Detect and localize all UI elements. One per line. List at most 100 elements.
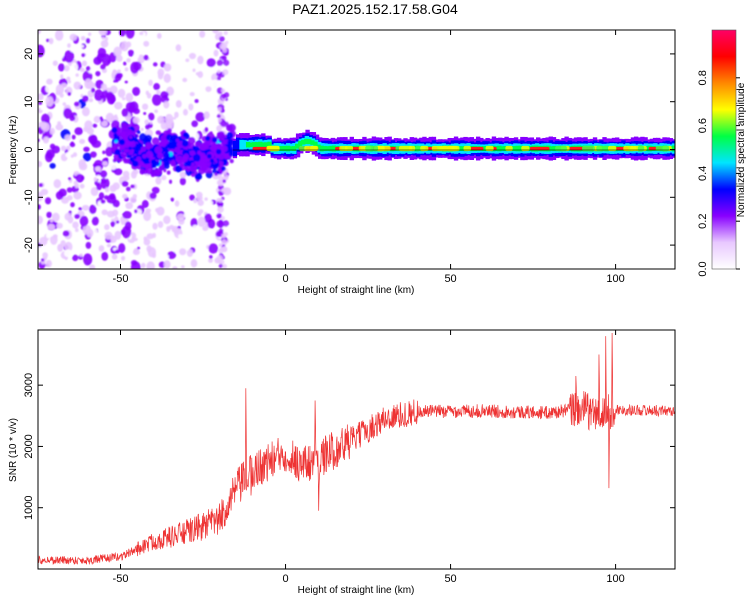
spectrogram-noise-blob — [102, 150, 106, 155]
spectrogram-band-blob — [206, 153, 212, 159]
spectrogram-noise-blob — [65, 152, 71, 158]
spectrogram-band-blob — [179, 163, 184, 168]
spectrogram-noise-blob — [160, 228, 166, 233]
spectrogram-band-strip — [294, 143, 300, 149]
spectrogram-noise-blob — [205, 228, 213, 238]
spectrogram-noise-blob — [188, 103, 194, 111]
snr-ticks: -50 0 50 100 1000 2000 3000 — [23, 330, 675, 585]
spectrogram-noise-blob — [38, 44, 45, 58]
spectrogram-noise-blob — [185, 58, 190, 63]
spectrogram-band-blob — [168, 139, 174, 145]
spectrogram-band-blob — [145, 150, 154, 159]
spectrogram-noise-blob — [58, 188, 67, 197]
spectrogram-noise-blob — [67, 215, 74, 224]
spectrogram-noise-blob — [111, 253, 118, 260]
spectrogram-noise-blob — [157, 72, 164, 80]
spectrogram-noise-blob — [82, 204, 90, 211]
spectrogram-noise-blob — [130, 61, 139, 74]
spectrogram-band-strip — [285, 145, 291, 152]
spectrogram-noise-blob — [151, 94, 162, 106]
spectrogram-stripe-blob — [217, 69, 221, 74]
spectrogram-band-strip — [261, 142, 266, 148]
spectrogram-noise-blob — [188, 52, 197, 60]
spectrogram-noise-blob — [208, 243, 219, 254]
snr-plot-area — [38, 330, 675, 569]
spectrogram-noise-blob — [46, 211, 52, 219]
spectrogram-noise-blob — [191, 224, 199, 233]
spectrogram-noise-blob — [178, 217, 185, 225]
spectrogram-noise-blob — [132, 249, 140, 256]
spectrogram-noise-blob — [42, 136, 50, 144]
spectrogram-noise-blob — [46, 149, 55, 159]
spectrogram-band-blob — [120, 131, 127, 138]
spectrogram-band-strip — [279, 146, 284, 152]
spectrogram-noise-blob — [38, 183, 43, 188]
spectrogram-accent — [463, 145, 471, 152]
spectrogram-noise-blob — [132, 86, 141, 97]
spectrogram-band-blob — [216, 170, 220, 174]
spectrogram-noise-blob — [57, 121, 62, 126]
spectrogram-noise-blob — [156, 90, 161, 95]
spectrogram-band-blob — [205, 135, 211, 142]
spectrogram-stripe-blob — [217, 214, 222, 219]
spectrogram-accent — [339, 145, 348, 152]
spectrogram-noise-blob — [63, 65, 70, 72]
spectrogram-noise-blob — [183, 47, 191, 54]
spectrogram-noise-blob — [66, 76, 71, 82]
spectrogram-noise-blob — [70, 243, 79, 251]
spectrogram-noise-blob — [120, 51, 128, 59]
spectrogram-noise-blob — [209, 131, 213, 134]
spectrogram-noise-blob — [64, 134, 72, 141]
spectrogram-band-blob — [150, 159, 157, 165]
spectrogram-noise-blob — [74, 228, 79, 233]
spectrogram-noise-blob — [97, 228, 102, 233]
spectrogram-noise-blob — [204, 197, 208, 201]
spectrogram-noise-blob — [114, 249, 120, 254]
spectrogram-accent — [398, 145, 413, 152]
spectrogram-noise-blob — [88, 69, 94, 74]
spectrogram-band-strip — [298, 140, 303, 147]
spectrogram-noise-blob — [38, 93, 44, 101]
spectrogram-ytick-label: 0 — [23, 146, 35, 152]
spectrogram-noise-blob — [116, 220, 120, 224]
spectrogram-band-strip — [331, 145, 337, 152]
spectrogram-noise-blob — [134, 209, 138, 214]
spectrogram-noise-blob — [60, 74, 64, 79]
spectrogram-noise-blob — [52, 212, 60, 222]
spectrogram-noise-blob — [121, 108, 129, 117]
spectrogram-noise-blob — [66, 187, 73, 193]
colorbar-tick-label: 0.6 — [697, 118, 709, 133]
spectrogram-stripe-blob — [223, 59, 230, 66]
spectrogram-accent — [637, 145, 645, 152]
spectrogram-noise-blob — [89, 204, 97, 215]
spectrogram-noise-blob — [40, 188, 49, 196]
spectrogram-noise-blob — [197, 199, 204, 206]
snr-panel: -50 0 50 100 1000 2000 3000 Height of straight… — [8, 329, 676, 596]
spectrogram-noise-blob — [203, 111, 210, 119]
spectrogram-noise-blob — [78, 207, 83, 211]
spectrogram-noise-blob — [38, 215, 43, 225]
spectrogram-stripe-blob — [222, 263, 227, 269]
spectrogram-stripe-blob — [217, 31, 223, 37]
spectrogram-stripe-blob — [218, 198, 223, 203]
spectrogram-noise-blob — [163, 254, 170, 260]
spectrogram-noise-blob — [163, 200, 171, 209]
spectrogram-noise-blob — [143, 210, 152, 222]
spectrogram-noise-blob — [169, 179, 173, 184]
spectrogram-band-strip — [325, 146, 330, 151]
spectrogram-noise-blob — [68, 177, 72, 181]
spectrogram-noise-blob — [62, 230, 70, 237]
spectrogram-noise-blob — [124, 80, 128, 84]
spectrogram-noise-blob — [166, 226, 171, 232]
spectrogram-noise-blob — [155, 176, 162, 185]
spectrogram-noise-blob — [71, 134, 76, 140]
spectrogram-noise-blob — [189, 194, 195, 201]
spectrogram-noise-blob — [101, 251, 109, 261]
spectrogram-stripe-blob — [221, 187, 228, 194]
spectrogram-band-blob — [171, 159, 176, 165]
spectrogram-accent — [655, 145, 670, 152]
spectrogram-stripe-blob — [221, 55, 227, 61]
spectrogram-noise-blob — [100, 170, 108, 178]
spectrogram-blobs — [38, 30, 237, 269]
spectrogram-accent — [596, 145, 610, 152]
